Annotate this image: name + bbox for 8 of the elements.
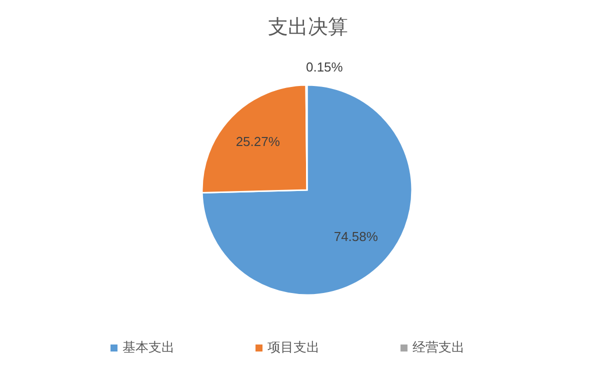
legend-label: 经营支出 bbox=[412, 339, 464, 354]
legend-label: 项目支出 bbox=[268, 339, 320, 354]
data-label: 0.15% bbox=[306, 60, 344, 75]
chart-title: 支出决算 bbox=[268, 16, 348, 38]
data-label: 25.27% bbox=[236, 134, 280, 150]
legend-label: 基本支出 bbox=[122, 339, 174, 354]
data-label: 74.58% bbox=[334, 229, 378, 244]
pie-slice bbox=[201, 84, 413, 296]
